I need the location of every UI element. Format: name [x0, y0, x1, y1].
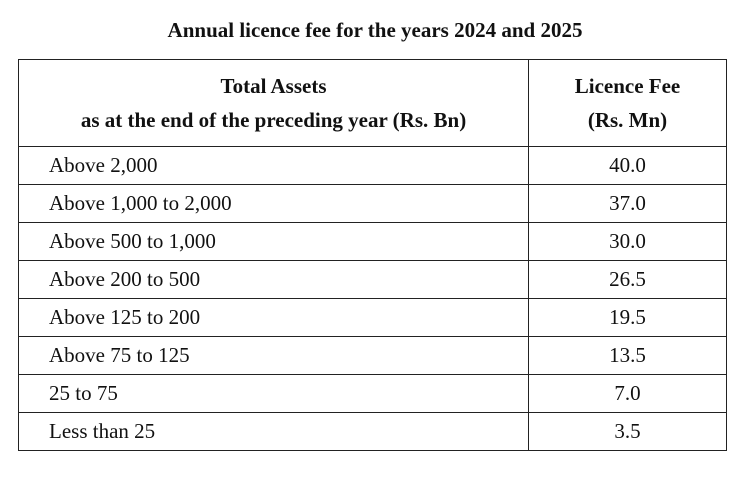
licence-fee-header-line2: (Rs. Mn) [587, 108, 668, 132]
fee-cell: 3.5 [528, 412, 727, 451]
fee-cell: 40.0 [528, 146, 727, 185]
fee-cell: 37.0 [528, 184, 727, 223]
asset-band-cell: Above 125 to 200 [18, 298, 529, 337]
asset-band-cell: Above 1,000 to 2,000 [18, 184, 529, 223]
total-assets-header-line1: Total Assets [220, 74, 327, 98]
licence-fee-header: Licence Fee (Rs. Mn) [528, 59, 727, 147]
header-row: Total Assets as at the end of the preced… [18, 59, 727, 147]
table-row: Above 500 to 1,000 30.0 [18, 222, 727, 261]
asset-band-cell: Above 75 to 125 [18, 336, 529, 375]
table-row: Above 125 to 200 19.5 [18, 298, 727, 337]
asset-band-cell: Above 200 to 500 [18, 260, 529, 299]
total-assets-header-line2: as at the end of the preceding year (Rs.… [80, 108, 467, 132]
table-row: Above 200 to 500 26.5 [18, 260, 727, 299]
fee-cell: 13.5 [528, 336, 727, 375]
fee-cell: 19.5 [528, 298, 727, 337]
table-title: Annual licence fee for the years 2024 an… [167, 18, 583, 42]
asset-band-cell: Above 2,000 [18, 146, 529, 185]
table-row: Above 1,000 to 2,000 37.0 [18, 184, 727, 223]
asset-band-cell: Less than 25 [18, 412, 529, 451]
fee-cell: 26.5 [528, 260, 727, 299]
table-row: Less than 25 3.5 [18, 412, 727, 451]
licence-fee-table: Total Assets as at the end of the preced… [18, 59, 727, 451]
table-row: Above 75 to 125 13.5 [18, 336, 727, 375]
asset-band-cell: Above 500 to 1,000 [18, 222, 529, 261]
licence-fee-header-line1: Licence Fee [574, 74, 681, 98]
table-row: 25 to 75 7.0 [18, 374, 727, 413]
total-assets-header: Total Assets as at the end of the preced… [18, 59, 529, 147]
fee-cell: 7.0 [528, 374, 727, 413]
asset-band-cell: 25 to 75 [18, 374, 529, 413]
fee-cell: 30.0 [528, 222, 727, 261]
table-row: Above 2,000 40.0 [18, 146, 727, 185]
